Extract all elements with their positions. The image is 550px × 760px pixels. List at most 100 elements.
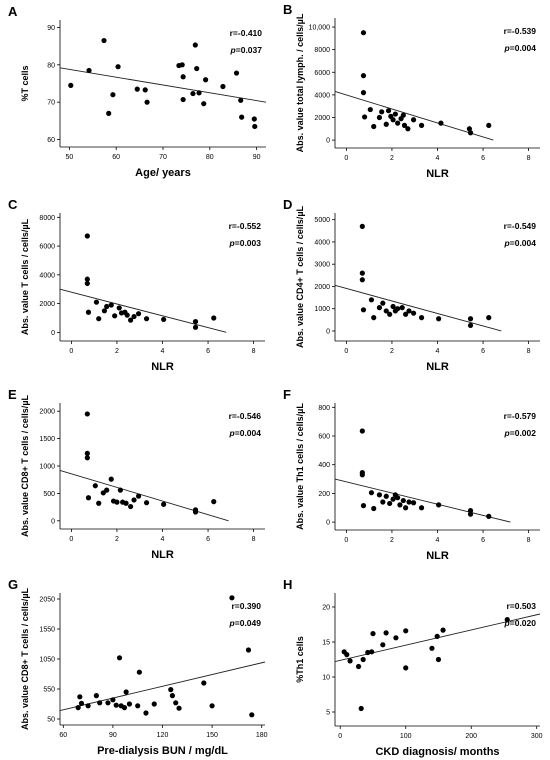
data-point xyxy=(168,687,174,693)
data-point xyxy=(135,311,142,317)
data-point xyxy=(84,411,90,417)
data-point xyxy=(229,595,235,601)
data-point xyxy=(359,277,365,283)
data-point xyxy=(101,308,108,314)
data-point xyxy=(395,306,401,312)
panel-d: D 0 2 4 6 8 0 1000 2000 3000 4000 5000 NLR Abs. value… xyxy=(283,197,540,373)
panel-letter: E xyxy=(8,387,17,402)
p-number: =0.020 xyxy=(510,618,537,628)
x-tick-label: 0 xyxy=(69,348,73,355)
data-point xyxy=(370,631,376,637)
r-value: r=0.503 xyxy=(506,601,536,611)
data-point xyxy=(369,649,375,655)
data-point xyxy=(376,305,383,311)
data-point xyxy=(126,701,133,707)
x-tick-label: 80 xyxy=(206,154,214,161)
data-point xyxy=(110,697,116,703)
data-point xyxy=(380,642,386,648)
data-point xyxy=(123,689,129,695)
data-point xyxy=(143,316,150,322)
data-point xyxy=(233,70,240,76)
data-point xyxy=(403,505,409,511)
p-symbol: p xyxy=(229,428,235,438)
y-tick-label: 0 xyxy=(51,518,55,525)
data-point xyxy=(201,680,207,686)
y-tick-label: 2000 xyxy=(314,284,330,291)
data-point xyxy=(467,316,474,322)
y-tick-label: 550 xyxy=(43,687,55,694)
data-point xyxy=(84,276,90,282)
data-point xyxy=(360,307,367,313)
data-point xyxy=(93,299,100,305)
data-point xyxy=(371,123,377,130)
data-point xyxy=(360,90,367,96)
data-point xyxy=(252,123,258,130)
panel-c: C 0 2 4 6 8 0 2000 4000 6000 8000 NLR Abs. value T c… xyxy=(8,197,265,373)
x-tick-label: 0 xyxy=(344,155,348,162)
data-point xyxy=(75,705,81,711)
x-tick-label: 0 xyxy=(344,348,348,355)
y-tick-label: 5 xyxy=(326,710,330,717)
y-tick-label: 5000 xyxy=(314,217,330,224)
x-tick-label: 2 xyxy=(390,537,394,544)
panel-letter: H xyxy=(283,577,292,592)
data-point xyxy=(110,92,116,98)
x-tick-label: 60 xyxy=(112,154,120,161)
data-point xyxy=(383,121,389,127)
data-point xyxy=(192,324,199,330)
data-point xyxy=(85,703,91,709)
panel-letter: B xyxy=(283,2,292,17)
data-point xyxy=(368,490,375,496)
data-point xyxy=(128,317,134,323)
data-point xyxy=(245,647,252,653)
y-axis-title: Abs. value CD4+ T cells / cells/µL xyxy=(295,206,305,348)
data-point xyxy=(387,311,393,317)
data-point xyxy=(418,315,425,321)
data-point xyxy=(251,116,257,122)
data-point xyxy=(135,493,142,499)
y-tick-label: 4000 xyxy=(39,272,55,279)
y-tick-label: 50 xyxy=(47,717,55,724)
panel-letter: G xyxy=(8,577,18,592)
data-point xyxy=(438,120,444,126)
x-tick-label: 8 xyxy=(252,348,256,355)
data-point xyxy=(405,126,411,132)
data-point xyxy=(359,223,365,229)
x-tick-label: 90 xyxy=(253,154,261,161)
x-tick-label: 2 xyxy=(115,536,119,543)
x-axis-title: NLR xyxy=(151,361,174,373)
data-point xyxy=(96,500,102,506)
y-axis-title: Abs. value CD8+ T cells / cells/µL xyxy=(20,395,30,537)
data-point xyxy=(435,656,442,663)
p-number: =0.004 xyxy=(510,238,537,248)
data-point xyxy=(220,83,226,90)
x-tick-label: 50 xyxy=(65,154,73,161)
x-axis-title: NLR xyxy=(151,549,174,561)
r-value: r=-0.546 xyxy=(229,411,262,421)
data-point xyxy=(344,652,350,658)
data-point xyxy=(360,656,366,663)
y-tick-label: 6000 xyxy=(39,244,55,251)
r-value: r=-0.539 xyxy=(504,26,537,36)
data-point xyxy=(104,303,110,310)
data-point xyxy=(84,450,90,456)
x-axis-title: Age/ years xyxy=(135,167,191,179)
data-point xyxy=(406,308,412,314)
data-point xyxy=(192,509,199,515)
data-point xyxy=(360,30,367,36)
x-tick-label: 2 xyxy=(115,348,119,355)
y-tick-label: 0 xyxy=(51,330,55,337)
data-point xyxy=(418,505,425,511)
data-point xyxy=(93,693,99,699)
data-point xyxy=(108,476,114,482)
y-axis-title: %Th1 cells xyxy=(295,636,305,683)
y-tick-label: 2050 xyxy=(39,597,55,604)
y-tick-label: 600 xyxy=(318,434,330,441)
p-value: p=0.003 xyxy=(229,238,262,248)
p-number: =0.004 xyxy=(510,43,537,53)
data-point xyxy=(418,122,425,128)
y-axis-title: Abs. value CD8+ T cells / cells/µL xyxy=(20,588,30,730)
data-point xyxy=(376,114,383,121)
data-point xyxy=(78,700,85,707)
data-point xyxy=(371,505,377,512)
